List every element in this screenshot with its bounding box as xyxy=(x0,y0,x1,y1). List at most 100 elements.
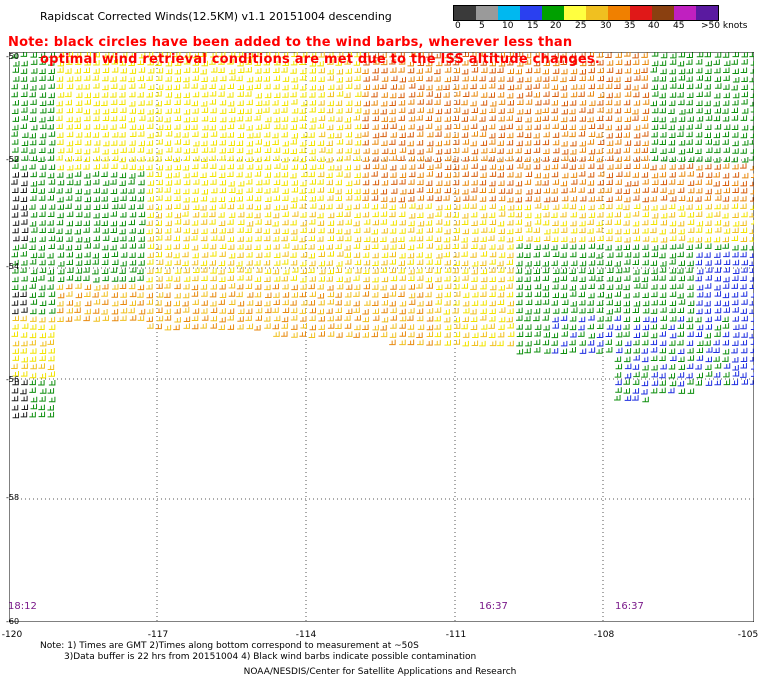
wind-barb xyxy=(192,67,199,73)
wind-barb xyxy=(48,179,56,185)
wind-barb xyxy=(21,227,29,234)
wind-barb xyxy=(560,84,567,91)
wind-barb xyxy=(299,260,307,267)
wind-barb xyxy=(713,171,720,178)
wind-barb xyxy=(425,252,432,259)
wind-barb xyxy=(282,243,290,249)
wind-barb xyxy=(642,316,650,323)
wind-barb xyxy=(12,116,19,122)
wind-barb xyxy=(20,123,27,129)
wind-barb xyxy=(174,76,182,83)
wind-barb xyxy=(498,76,505,82)
wind-barb xyxy=(731,59,738,65)
lon-label: -111 xyxy=(445,630,467,640)
wind-barb xyxy=(542,180,549,186)
wind-barb xyxy=(183,67,191,73)
wind-barb xyxy=(398,59,406,65)
wind-barb xyxy=(390,244,397,250)
wind-barb xyxy=(155,212,162,219)
wind-barb xyxy=(84,251,91,258)
wind-barb xyxy=(722,196,730,202)
wind-barb xyxy=(12,244,20,251)
wind-barb xyxy=(452,84,460,90)
wind-barb xyxy=(308,332,316,339)
wind-barb xyxy=(57,147,65,154)
wind-barb xyxy=(210,275,217,282)
wind-barb xyxy=(480,124,487,131)
wind-barb xyxy=(615,179,622,185)
wind-barb xyxy=(579,179,586,185)
wind-barb xyxy=(660,363,667,370)
wind-barb xyxy=(65,59,73,65)
wind-barb xyxy=(290,59,298,66)
wind-barb xyxy=(668,132,676,139)
wind-barb xyxy=(281,259,289,265)
wind-barb xyxy=(542,99,550,105)
wind-barb xyxy=(497,172,504,178)
wind-barb xyxy=(156,52,164,58)
wind-barb xyxy=(516,331,524,337)
wind-barb xyxy=(344,323,352,329)
wind-barb xyxy=(407,99,415,105)
wind-barb xyxy=(182,211,189,217)
wind-barb xyxy=(560,268,567,274)
wind-barb xyxy=(354,91,362,97)
wind-barb xyxy=(389,148,396,155)
wind-barb xyxy=(534,172,541,179)
wind-barb xyxy=(65,68,72,74)
wind-barb xyxy=(21,140,29,147)
wind-barb xyxy=(479,260,487,266)
wind-barb xyxy=(164,187,171,193)
wind-barb xyxy=(452,212,459,218)
wind-barb xyxy=(615,283,623,290)
wind-barb xyxy=(182,188,190,195)
wind-barb xyxy=(515,156,523,162)
wind-barb xyxy=(146,308,154,314)
wind-barb xyxy=(750,149,754,154)
wind-barb xyxy=(38,252,45,258)
wind-barb xyxy=(651,107,659,114)
wind-barb xyxy=(506,316,513,323)
wind-barb xyxy=(731,124,739,130)
wind-barb xyxy=(651,60,659,67)
wind-barb xyxy=(461,164,468,170)
wind-barb xyxy=(246,220,254,227)
wind-barb xyxy=(444,76,452,83)
wind-barb xyxy=(39,107,47,114)
wind-barb xyxy=(173,84,181,90)
wind-barb xyxy=(353,83,361,90)
wind-barb xyxy=(624,251,632,258)
wind-barb xyxy=(434,116,442,122)
wind-barb xyxy=(714,107,722,114)
wind-barb xyxy=(281,275,288,282)
wind-barb xyxy=(236,283,244,290)
wind-barb xyxy=(461,323,468,330)
wind-barb xyxy=(587,116,594,123)
wind-barb xyxy=(498,52,505,58)
wind-barb xyxy=(263,123,270,129)
wind-barb xyxy=(227,324,235,330)
wind-barb xyxy=(443,92,450,98)
wind-barb xyxy=(308,219,316,225)
wind-barb xyxy=(75,132,83,138)
wind-barb xyxy=(84,132,91,138)
wind-barb xyxy=(749,268,754,273)
wind-barb xyxy=(237,219,245,226)
wind-barb xyxy=(444,60,451,66)
wind-barb xyxy=(515,299,523,306)
wind-barb xyxy=(542,76,550,82)
wind-barb xyxy=(407,259,414,265)
wind-barb xyxy=(155,300,162,306)
wind-barb xyxy=(534,108,542,115)
wind-barb xyxy=(407,188,415,194)
wind-barb xyxy=(705,275,712,281)
wind-barb xyxy=(345,308,353,315)
wind-barb xyxy=(219,228,226,234)
wind-barb xyxy=(191,259,199,266)
wind-barb xyxy=(426,307,434,314)
wind-barb xyxy=(219,75,227,82)
wind-barb xyxy=(569,291,577,297)
wind-barb xyxy=(552,268,560,275)
wind-barb xyxy=(749,261,754,267)
wind-barb xyxy=(705,147,713,153)
